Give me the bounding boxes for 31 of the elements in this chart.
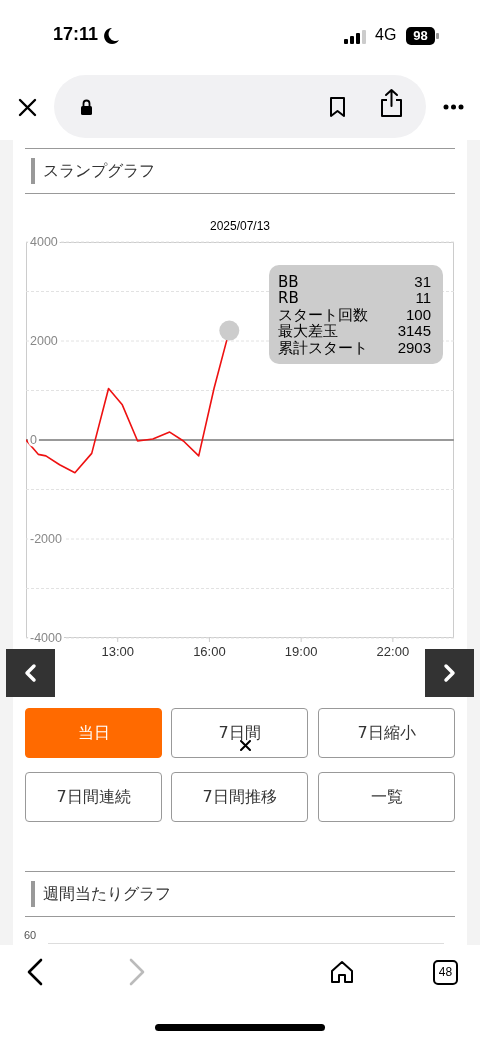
toggle-button: 7日縮小 xyxy=(318,708,455,758)
text: 4G xyxy=(375,26,397,44)
annotation: 2903 xyxy=(397,338,431,357)
toggle-button: 7日間推移 xyxy=(171,772,308,822)
y-tick-label: -4000 xyxy=(30,631,63,646)
toggle-button: 7日間 xyxy=(171,708,308,758)
toggle-button: 一覧 xyxy=(318,772,455,822)
annotation: 100 xyxy=(405,305,431,324)
y-tick-label: 4000 xyxy=(30,235,58,250)
x-tick-label: 19:00 xyxy=(284,644,318,660)
y-tick-label: 2000 xyxy=(30,334,58,349)
annotation: RB xyxy=(278,289,299,308)
x-tick-label: 16:00 xyxy=(193,644,226,660)
x-tick-label: 13:00 xyxy=(101,644,134,660)
tabs-icon: 48 xyxy=(433,960,458,985)
annotation: スタート回数 xyxy=(278,305,368,324)
annotation: 31 xyxy=(414,273,431,291)
chart-subtitle: 2025/07/13 xyxy=(208,218,272,234)
y-tick-label: -2000 xyxy=(30,532,63,547)
text: 17:11 xyxy=(53,24,99,45)
x-tick-label: 22:00 xyxy=(376,644,410,660)
annotation: 3145 xyxy=(397,322,431,340)
chart-title: スランプグラフ xyxy=(43,160,155,182)
text: 週間当たりグラフ xyxy=(43,883,171,905)
annotation: 11 xyxy=(415,289,431,307)
annotation: 累計スタート xyxy=(278,338,368,357)
toggle-button: 当日 xyxy=(25,708,162,758)
cropped-chart: 60 xyxy=(24,929,444,945)
annotation: 最大差玉 xyxy=(278,322,338,341)
toggle-button: 7日間連続 xyxy=(25,772,162,822)
annotation: BB xyxy=(278,273,299,291)
